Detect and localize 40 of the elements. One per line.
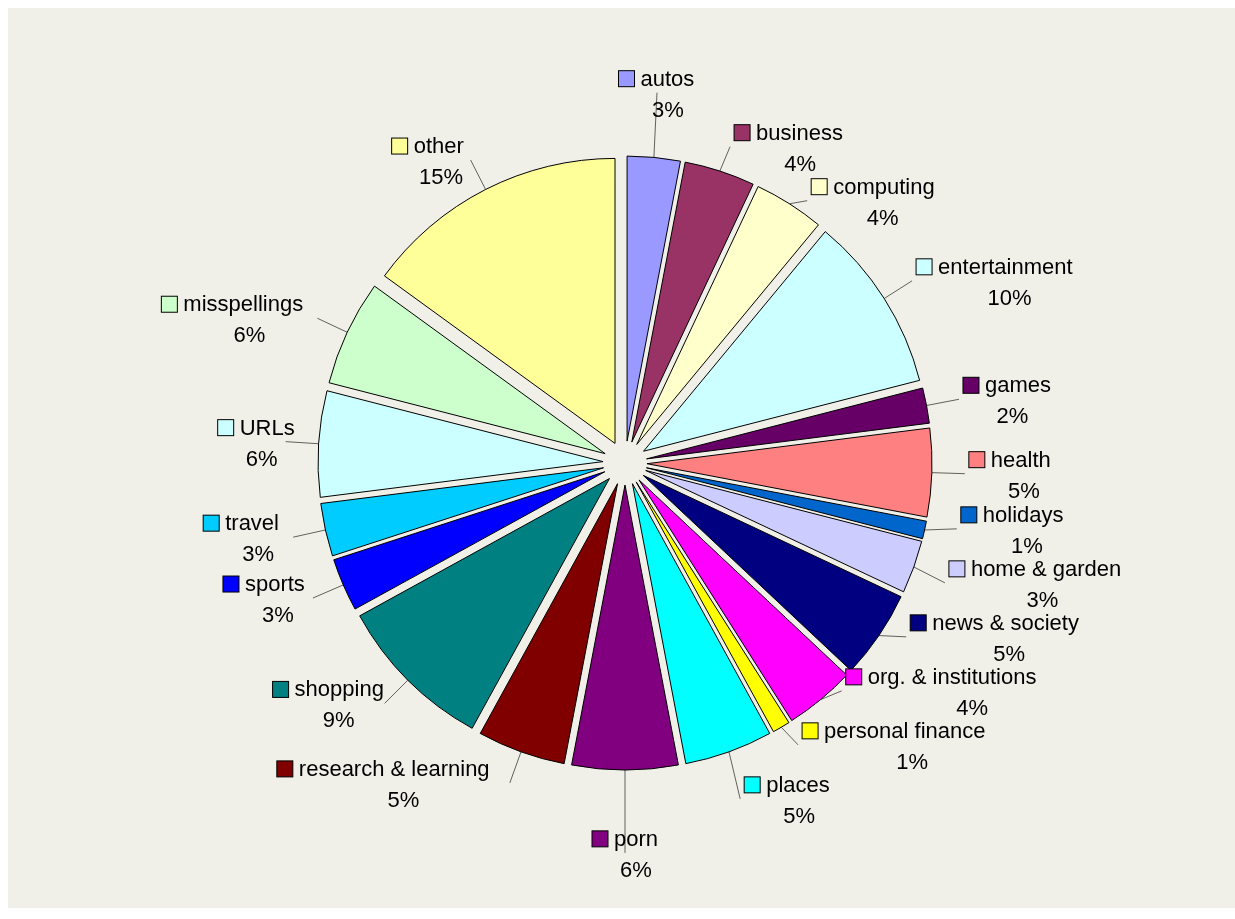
legend-label: porn bbox=[614, 825, 659, 851]
data-label: 5% bbox=[993, 640, 1026, 666]
legend-label: holidays bbox=[982, 501, 1064, 527]
data-label: 9% bbox=[322, 707, 355, 733]
legend-label: shopping bbox=[294, 676, 384, 702]
legend-label: personal finance bbox=[824, 717, 986, 743]
data-label: 2% bbox=[996, 403, 1029, 429]
data-label: 3% bbox=[652, 96, 684, 122]
data-label: 4% bbox=[866, 204, 899, 230]
legend-label: misspellings bbox=[183, 291, 304, 317]
data-label: 4% bbox=[956, 694, 989, 720]
legend-label: computing bbox=[833, 173, 935, 199]
legend-label: business bbox=[756, 119, 843, 145]
legend-label: org. & institutions bbox=[867, 663, 1037, 689]
legend-label: health bbox=[990, 446, 1051, 472]
data-label: 1% bbox=[1010, 532, 1043, 558]
legend-label: travel bbox=[225, 510, 279, 536]
legend-label: news & society bbox=[932, 609, 1079, 635]
legend-label: sports bbox=[244, 571, 305, 597]
legend-label: places bbox=[766, 771, 830, 797]
legend-label: home & garden bbox=[970, 555, 1122, 581]
data-label: 6% bbox=[620, 856, 652, 882]
legend-label: games bbox=[984, 372, 1052, 398]
data-label: 6% bbox=[233, 322, 266, 348]
data-label: 3% bbox=[1026, 586, 1059, 612]
data-label: 3% bbox=[242, 541, 275, 567]
data-label: 15% bbox=[419, 164, 464, 190]
data-label: 3% bbox=[262, 602, 294, 628]
legend-label: research & learning bbox=[298, 755, 490, 781]
legend-label: other bbox=[413, 133, 464, 159]
legend-label: entertainment bbox=[938, 253, 1073, 279]
data-label: 4% bbox=[784, 150, 816, 176]
data-label: 6% bbox=[245, 445, 278, 471]
data-label: 10% bbox=[987, 284, 1032, 310]
data-label: 5% bbox=[1007, 477, 1040, 503]
data-label: 5% bbox=[387, 786, 420, 812]
data-label: 1% bbox=[896, 748, 928, 774]
legend-label: URLs bbox=[239, 414, 295, 440]
legend-label: autos bbox=[640, 65, 695, 91]
data-label: 5% bbox=[783, 802, 816, 828]
